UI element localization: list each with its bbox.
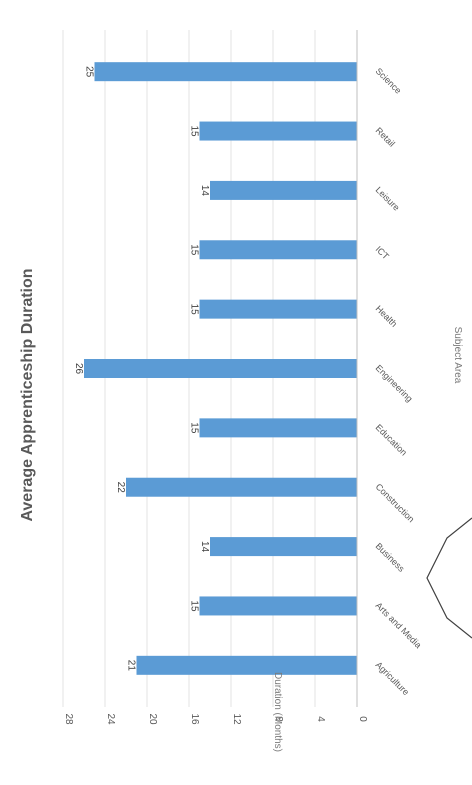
category-label: Construction [374,482,417,525]
bar [199,418,357,438]
data-label: 25 [84,66,95,78]
category-label: Retail [374,125,397,148]
category-label: Education [374,422,409,457]
tick-label: 16 [189,713,200,725]
category-label: Science [374,66,404,96]
bar [126,477,357,497]
x-axis-title: Subject Area [452,327,463,384]
data-label: 15 [189,600,200,612]
tick-label: 0 [357,716,368,722]
category-label: ICT [374,244,392,262]
data-label: 15 [189,244,200,256]
tick-label: 24 [105,713,116,725]
data-label: 21 [126,660,137,672]
bar [210,537,357,557]
bar [84,359,357,378]
data-label: 15 [189,125,200,137]
data-label: 26 [73,363,84,375]
tick-label: 28 [63,713,74,725]
tick-label: 20 [147,713,158,725]
bar [199,121,357,141]
bar [94,62,357,82]
chart-title: Average Apprenticeship Duration [19,268,36,521]
tick-label: 12 [231,713,242,725]
category-label: Arts and Media [374,600,424,650]
tick-label: 8 [273,716,284,722]
bar [199,299,357,319]
bar [199,240,357,260]
category-label: Business [374,541,407,574]
category-label: Agriculture [374,660,411,697]
callout-shape [426,517,472,639]
data-label: 22 [115,482,126,494]
category-label: Health [374,303,399,328]
data-label: 14 [199,541,210,553]
tick-label: 4 [315,716,326,722]
data-label: 14 [199,185,210,197]
bar [210,180,357,200]
category-axis-labels: Agriculture Arts and Media Business Constru… [374,66,424,697]
data-label: 15 [189,304,200,316]
y-axis-title: Duration (Months) [272,672,283,752]
data-label: 15 [189,422,200,434]
bar [199,596,357,616]
category-label: Leisure [374,185,402,213]
value-axis-ticks: 0 4 8 12 16 20 24 28 [63,713,368,725]
bars [84,62,357,675]
data-labels: 21 15 14 22 15 26 15 15 14 15 25 [73,66,210,671]
bar [136,655,357,675]
category-label: Engineering [374,363,415,404]
